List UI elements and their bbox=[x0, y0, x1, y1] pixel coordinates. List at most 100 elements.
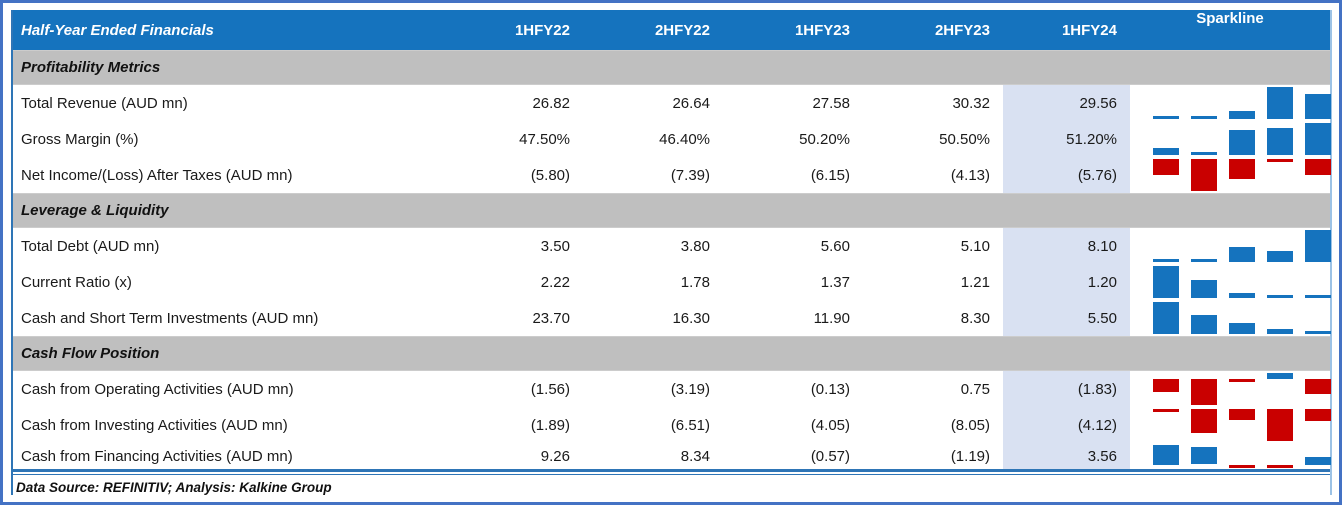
cell-1hfy24: 5.50 bbox=[1003, 300, 1130, 336]
column-header-1hfy24: 1HFY24 bbox=[1061, 21, 1117, 39]
table-row: Cash from Operating Activities (AUD mn) (… bbox=[13, 371, 1331, 407]
cell-2hfy23: (8.05) bbox=[950, 416, 990, 434]
sparkline-bar bbox=[1153, 302, 1179, 334]
cell-1hfy24: 8.10 bbox=[1003, 228, 1130, 264]
sparkline-bar bbox=[1153, 259, 1179, 262]
sparkline-bar bbox=[1229, 464, 1255, 468]
section-header-row: Leverage & Liquidity bbox=[13, 193, 1330, 228]
sparkline-bar bbox=[1267, 250, 1293, 262]
cell-2hfy23: 50.50% bbox=[939, 130, 990, 148]
sparkline-bar bbox=[1191, 279, 1217, 298]
cell-1hfy24: 3.56 bbox=[1003, 443, 1130, 469]
sparkline-cell bbox=[1130, 443, 1331, 469]
sparkline-bar bbox=[1229, 409, 1255, 421]
cell-1hfy23: 27.58 bbox=[812, 94, 850, 112]
cell-1hfy22: (1.89) bbox=[530, 416, 570, 434]
cell-1hfy24: (4.12) bbox=[1003, 407, 1130, 443]
row-label: Net Income/(Loss) After Taxes (AUD mn) bbox=[21, 166, 293, 184]
sparkline-bar bbox=[1305, 457, 1331, 465]
cell-2hfy22: 1.78 bbox=[680, 273, 710, 291]
sparkline-bar bbox=[1153, 159, 1179, 176]
sparkline-bar bbox=[1191, 315, 1217, 334]
sparkline-bar bbox=[1267, 464, 1293, 468]
sparkline-bar bbox=[1267, 329, 1293, 334]
sparkline-chart bbox=[1153, 300, 1331, 336]
cell-2hfy22: 46.40% bbox=[659, 130, 710, 148]
column-header-2hfy23: 2HFY23 bbox=[934, 21, 990, 39]
sparkline-bar bbox=[1305, 379, 1331, 394]
sparkline-bar bbox=[1191, 152, 1217, 155]
sparkline-bar bbox=[1267, 87, 1293, 119]
cell-2hfy23: 1.21 bbox=[960, 273, 990, 291]
sparkline-bar bbox=[1191, 116, 1217, 119]
row-label: Cash from Operating Activities (AUD mn) bbox=[21, 380, 294, 398]
cell-1hfy22: 23.70 bbox=[532, 309, 570, 327]
sparkline-cell bbox=[1130, 85, 1331, 121]
sparkline-bar bbox=[1305, 230, 1331, 262]
sparkline-bar bbox=[1267, 159, 1293, 162]
sparkline-cell bbox=[1130, 157, 1331, 193]
sparkline-bar bbox=[1267, 409, 1293, 441]
sparkline-bar bbox=[1191, 446, 1217, 465]
table-row: Current Ratio (x) 2.22 1.78 1.37 1.21 1.20 bbox=[13, 264, 1331, 300]
row-label: Cash from Investing Activities (AUD mn) bbox=[21, 416, 288, 434]
sparkline-cell bbox=[1130, 371, 1331, 407]
section-title: Cash Flow Position bbox=[21, 345, 160, 362]
cell-1hfy23: 11.90 bbox=[813, 309, 850, 327]
sparkline-bar bbox=[1305, 123, 1331, 155]
sparkline-bar bbox=[1153, 147, 1179, 155]
sparkline-chart bbox=[1153, 407, 1331, 443]
sparkline-bar bbox=[1191, 379, 1217, 405]
sparkline-cell bbox=[1130, 264, 1331, 300]
sparkline-bar bbox=[1229, 247, 1255, 262]
row-label: Current Ratio (x) bbox=[21, 273, 132, 291]
sparkline-bar bbox=[1191, 409, 1217, 433]
column-header-1hfy23: 1HFY23 bbox=[794, 21, 850, 39]
source-note: Data Source: REFINITIV; Analysis: Kalkin… bbox=[16, 480, 332, 495]
row-label: Gross Margin (%) bbox=[21, 130, 139, 148]
cell-2hfy22: (3.19) bbox=[670, 380, 710, 398]
table-row: Cash from Financing Activities (AUD mn) 9… bbox=[13, 443, 1331, 469]
cell-2hfy22: (7.39) bbox=[670, 166, 710, 184]
table-row: Net Income/(Loss) After Taxes (AUD mn) (5… bbox=[13, 157, 1331, 193]
column-header-1hfy22: 1HFY22 bbox=[514, 21, 570, 39]
sparkline-bar bbox=[1153, 445, 1179, 465]
financials-table: Half-Year Ended Financials 1HFY22 2HFY22… bbox=[11, 10, 1332, 495]
table-row: Total Revenue (AUD mn) 26.82 26.64 27.58 30.… bbox=[13, 85, 1331, 121]
sparkline-bar bbox=[1305, 331, 1331, 334]
sparkline-bar bbox=[1229, 322, 1255, 334]
cell-1hfy24: (5.76) bbox=[1003, 157, 1130, 193]
cell-1hfy24: 29.56 bbox=[1003, 85, 1130, 121]
cell-2hfy22: 16.30 bbox=[672, 309, 710, 327]
sparkline-bar bbox=[1305, 409, 1331, 421]
row-label: Cash from Financing Activities (AUD mn) bbox=[21, 447, 293, 465]
sparkline-bar bbox=[1153, 266, 1179, 298]
cell-1hfy22: 47.50% bbox=[519, 130, 570, 148]
cell-2hfy23: 5.10 bbox=[960, 237, 990, 255]
row-label: Total Revenue (AUD mn) bbox=[21, 94, 188, 112]
table-row: Gross Margin (%) 47.50% 46.40% 50.20% 50.50%… bbox=[13, 121, 1331, 157]
cell-1hfy22: 9.26 bbox=[540, 447, 570, 465]
cell-2hfy22: (6.51) bbox=[670, 416, 710, 434]
cell-1hfy23: (0.57) bbox=[810, 447, 850, 465]
sparkline-cell bbox=[1130, 407, 1331, 443]
cell-2hfy23: 30.32 bbox=[952, 94, 990, 112]
cell-1hfy23: (4.05) bbox=[810, 416, 850, 434]
section-header-row: Cash Flow Position bbox=[13, 336, 1330, 371]
cell-2hfy22: 8.34 bbox=[680, 447, 710, 465]
sparkline-chart bbox=[1153, 443, 1331, 469]
sparkline-bar bbox=[1305, 295, 1331, 298]
table-row: Cash from Investing Activities (AUD mn) (… bbox=[13, 407, 1331, 443]
section-header-row: Profitability Metrics bbox=[13, 50, 1330, 85]
table-bottom-rule bbox=[13, 469, 1330, 475]
sparkline-bar bbox=[1267, 373, 1293, 380]
row-label: Total Debt (AUD mn) bbox=[21, 237, 160, 255]
sparkline-bar bbox=[1229, 379, 1255, 383]
cell-1hfy22: 2.22 bbox=[540, 273, 570, 291]
sparkline-bar bbox=[1229, 110, 1255, 119]
sparkline-bar bbox=[1153, 379, 1179, 392]
sparkline-bar bbox=[1153, 409, 1179, 412]
sparkline-bar bbox=[1267, 127, 1293, 155]
cell-1hfy22: (1.56) bbox=[530, 380, 570, 398]
sparkline-bar bbox=[1191, 259, 1217, 262]
